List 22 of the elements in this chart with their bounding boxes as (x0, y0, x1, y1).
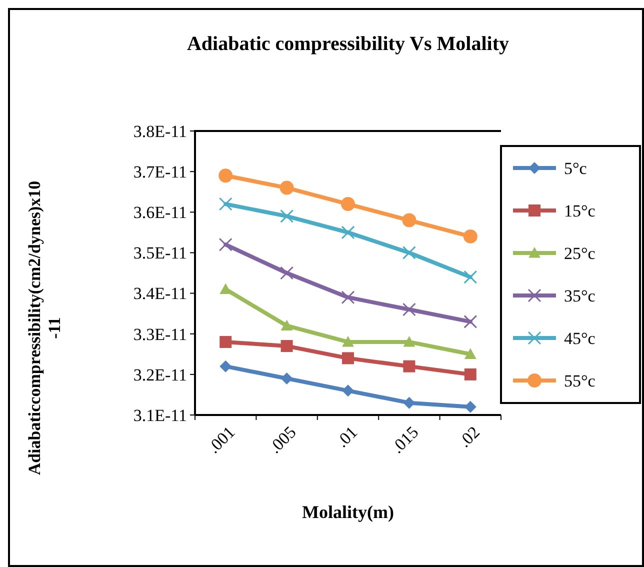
chart-title: Adiabatic compressibility Vs Molality (186, 33, 510, 55)
x-tick-label: .001 (204, 422, 239, 458)
legend-label: 45°c (564, 328, 596, 348)
legend-label: 35°c (564, 286, 596, 306)
x-tick-label: .005 (265, 422, 300, 458)
y-tick-label: 3.7E-11 (133, 162, 187, 182)
y-tick-label: 3.2E-11 (133, 365, 187, 384)
legend-label: 15°c (564, 201, 596, 220)
y-tick-label: 3.4E-11 (133, 284, 187, 304)
x-tick-label: .015 (388, 422, 422, 458)
x-tick-label: .01 (332, 422, 362, 452)
y-tick-label: 3.6E-11 (133, 203, 187, 222)
x-axis-title: Molality(m) (302, 502, 394, 522)
legend-label: 5°c (564, 158, 588, 178)
y-tick-label: 3.8E-11 (133, 122, 187, 141)
x-tick-label: .02 (454, 422, 484, 452)
y-tick-label: 3.1E-11 (133, 406, 187, 425)
y-tick-label: 3.3E-11 (133, 324, 187, 344)
y-axis-title: Adiabaticcompressibility(cm2/dynes)x10 -11 (25, 180, 64, 476)
legend-label: 25°c (564, 244, 596, 263)
legend-label: 55°c (564, 371, 596, 390)
y-tick-label: 3.5E-11 (133, 244, 187, 263)
